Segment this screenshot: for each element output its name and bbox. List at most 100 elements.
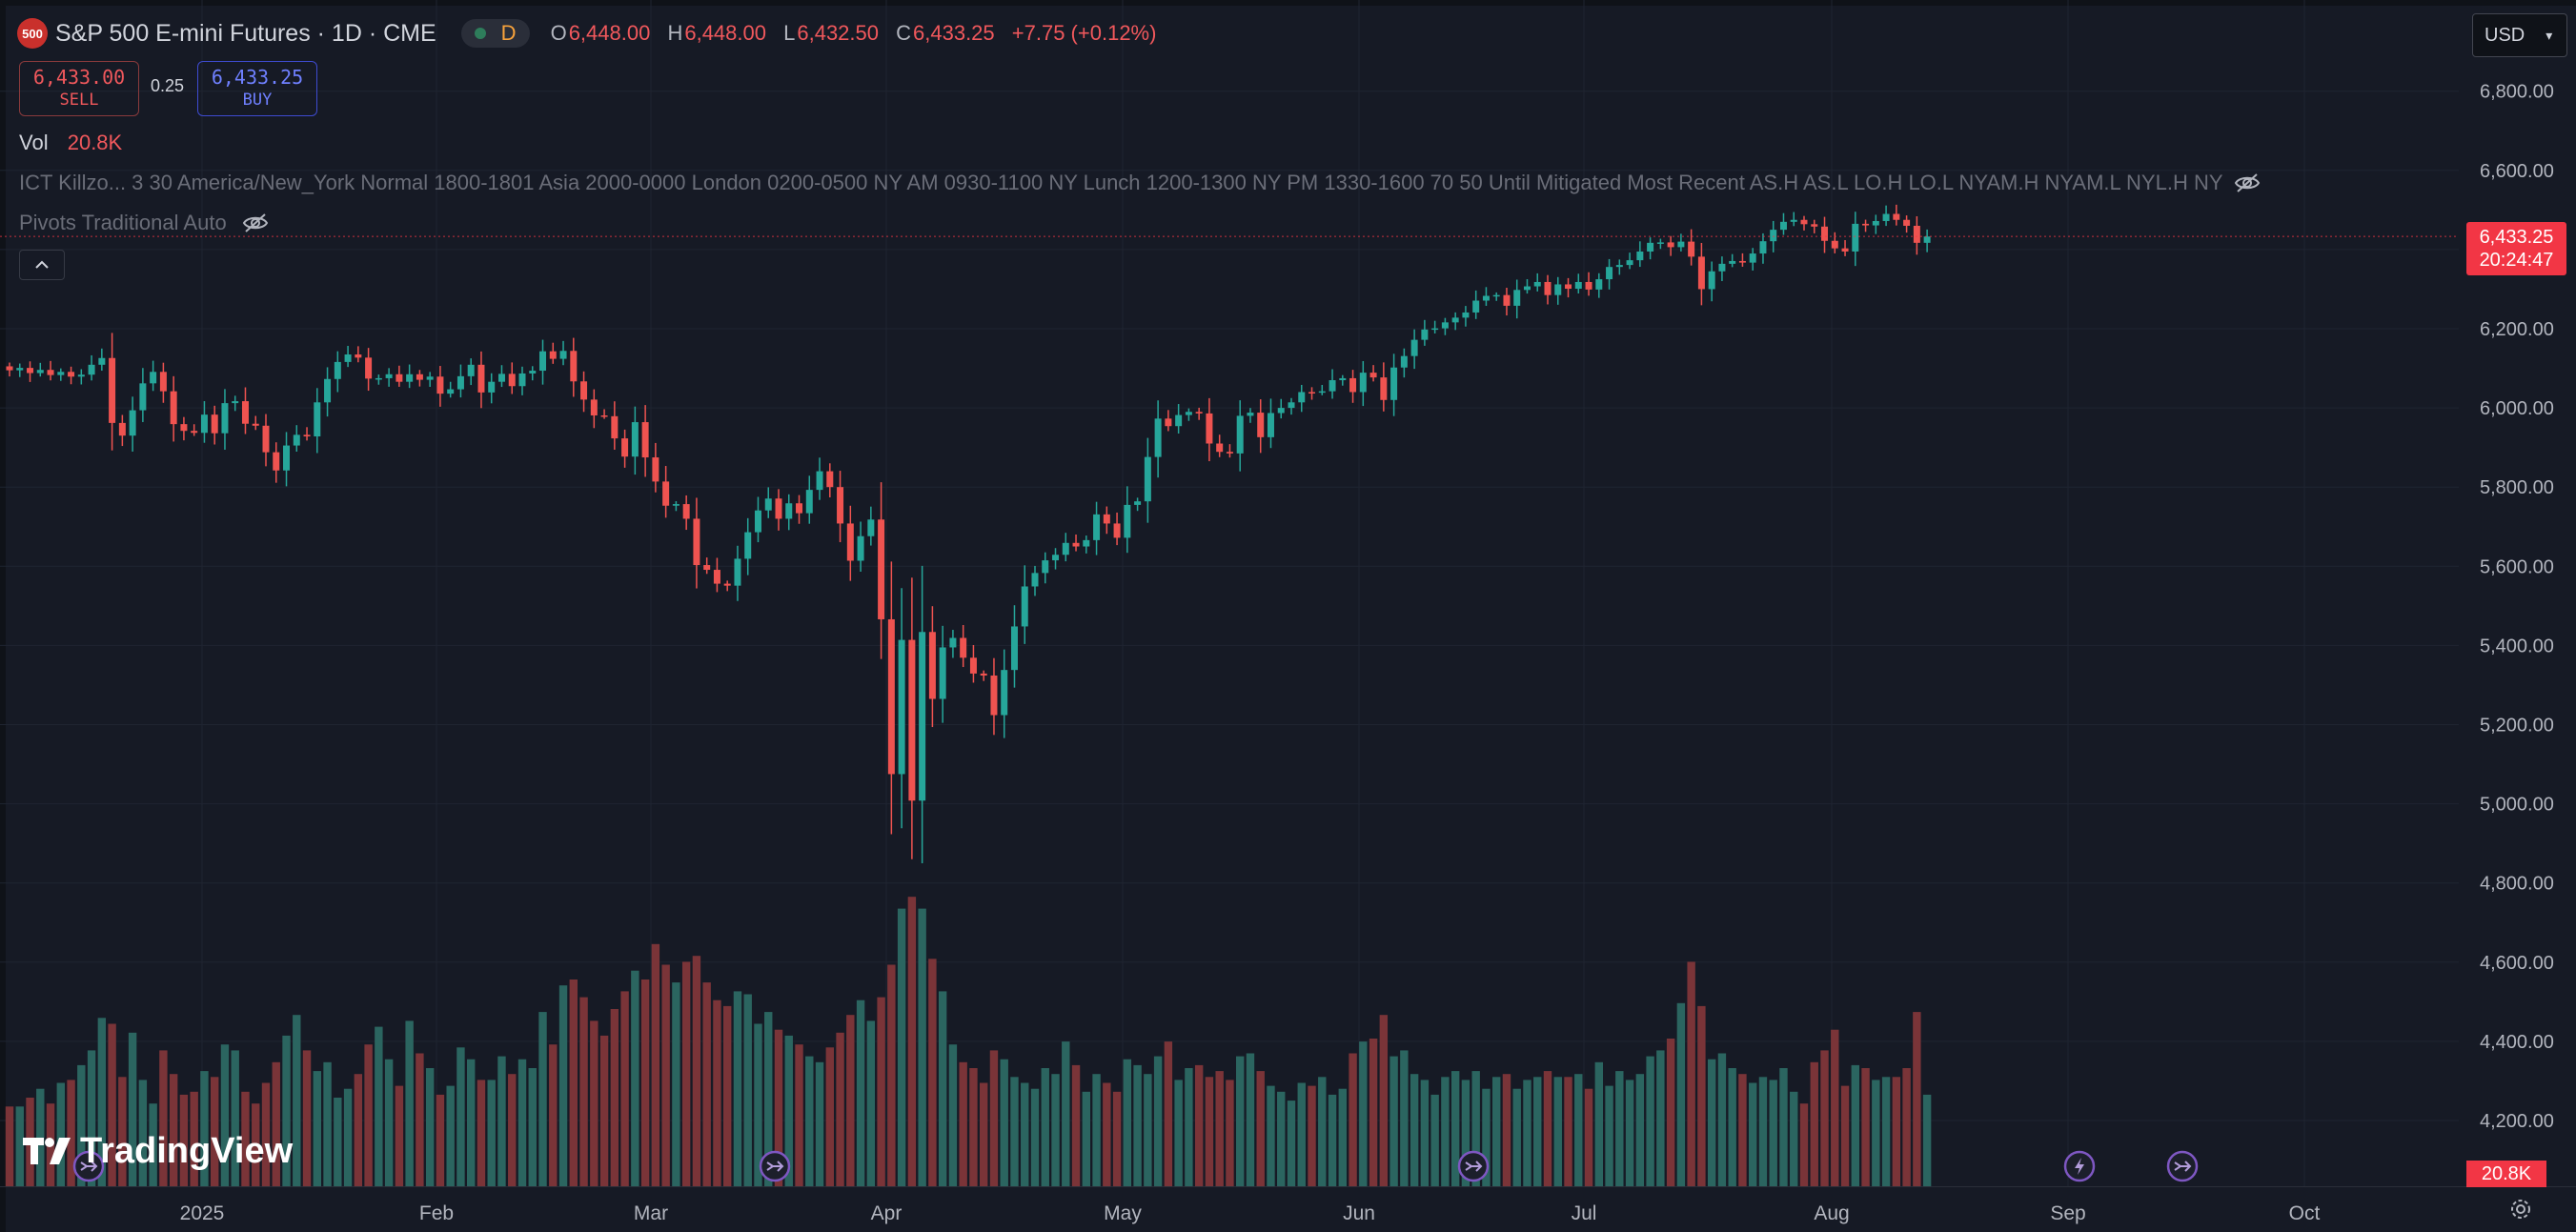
ict-killzones-indicator[interactable]: ICT Killzo... 3 30 America/New_York Norm… bbox=[19, 171, 2268, 195]
candle-body[interactable] bbox=[477, 364, 485, 393]
candle-body[interactable] bbox=[1595, 279, 1603, 290]
candle-body[interactable] bbox=[129, 410, 136, 436]
candle-body[interactable] bbox=[1206, 413, 1213, 444]
candle-body[interactable] bbox=[1257, 413, 1265, 437]
candle-body[interactable] bbox=[621, 438, 629, 457]
candle-body[interactable] bbox=[436, 376, 444, 394]
candle-body[interactable] bbox=[590, 399, 598, 415]
candle-body[interactable] bbox=[908, 639, 916, 801]
pivots-indicator[interactable]: Pivots Traditional Auto bbox=[19, 211, 269, 235]
candle-body[interactable] bbox=[1083, 539, 1090, 547]
candle-body[interactable] bbox=[241, 401, 249, 424]
candle-body[interactable] bbox=[775, 498, 782, 519]
candle-body[interactable] bbox=[1708, 271, 1715, 290]
candle-body[interactable] bbox=[805, 490, 813, 514]
candle-body[interactable] bbox=[467, 364, 475, 376]
candle-body[interactable] bbox=[375, 377, 382, 380]
candle-body[interactable] bbox=[1677, 241, 1685, 248]
event-arrow-icon[interactable] bbox=[1457, 1150, 1490, 1182]
candle-body[interactable] bbox=[1688, 241, 1695, 257]
candle-body[interactable] bbox=[785, 503, 793, 519]
candle-body[interactable] bbox=[559, 351, 567, 359]
candle-body[interactable] bbox=[1339, 377, 1347, 381]
candle-body[interactable] bbox=[365, 357, 373, 379]
candle-body[interactable] bbox=[1738, 260, 1746, 263]
sell-button[interactable]: 6,433.00 SELL bbox=[19, 61, 139, 116]
candle-body[interactable] bbox=[1615, 265, 1623, 268]
candle-body[interactable] bbox=[1523, 286, 1531, 291]
candle-body[interactable] bbox=[283, 445, 291, 471]
candle-body[interactable] bbox=[1893, 213, 1900, 220]
candle-body[interactable] bbox=[211, 414, 218, 434]
candle-body[interactable] bbox=[170, 391, 177, 425]
candle-body[interactable] bbox=[1882, 213, 1890, 221]
candle-body[interactable] bbox=[1718, 263, 1726, 272]
candle-body[interactable] bbox=[1236, 415, 1244, 454]
candle-body[interactable] bbox=[1636, 251, 1644, 261]
resolution-pill[interactable]: D bbox=[460, 19, 530, 48]
candle-body[interactable] bbox=[846, 523, 854, 561]
candle-body[interactable] bbox=[1359, 373, 1367, 393]
event-arrow-icon[interactable] bbox=[2166, 1150, 2199, 1182]
candle-body[interactable] bbox=[1913, 225, 1920, 243]
candle-body[interactable] bbox=[960, 637, 967, 658]
candle-body[interactable] bbox=[1841, 248, 1849, 252]
candle-body[interactable] bbox=[928, 632, 936, 699]
tradingview-logo[interactable]: TradingView bbox=[23, 1131, 293, 1172]
candle-body[interactable] bbox=[1903, 219, 1911, 226]
event-arrow-icon[interactable] bbox=[759, 1150, 791, 1182]
candle-body[interactable] bbox=[1923, 236, 1931, 243]
candle-body[interactable] bbox=[734, 558, 741, 586]
candle-body[interactable] bbox=[232, 401, 239, 404]
candle-body[interactable] bbox=[221, 403, 229, 434]
settings-icon[interactable] bbox=[2508, 1197, 2533, 1222]
candle-body[interactable] bbox=[118, 422, 126, 436]
candle-body[interactable] bbox=[1431, 328, 1439, 331]
candle-body[interactable] bbox=[1093, 514, 1101, 540]
candle-body[interactable] bbox=[355, 354, 362, 358]
candle-body[interactable] bbox=[1811, 224, 1818, 227]
candle-body[interactable] bbox=[1482, 295, 1490, 301]
candle-body[interactable] bbox=[611, 415, 619, 439]
candle-body[interactable] bbox=[600, 414, 608, 417]
candle-body[interactable] bbox=[1216, 443, 1224, 453]
candle-body[interactable] bbox=[1451, 317, 1459, 323]
candle-body[interactable] bbox=[191, 431, 198, 434]
eye-off-icon[interactable] bbox=[2234, 172, 2261, 193]
candle-body[interactable] bbox=[1267, 413, 1274, 437]
candle-body[interactable] bbox=[57, 372, 65, 375]
candle-body[interactable] bbox=[980, 673, 987, 676]
candle-body[interactable] bbox=[969, 657, 977, 674]
candle-body[interactable] bbox=[1042, 560, 1049, 574]
candle-body[interactable] bbox=[1821, 226, 1829, 241]
candle-body[interactable] bbox=[1001, 670, 1008, 716]
candle-body[interactable] bbox=[939, 647, 946, 699]
candle-body[interactable] bbox=[159, 372, 167, 392]
candle-body[interactable] bbox=[1729, 260, 1736, 264]
candle-body[interactable] bbox=[1195, 412, 1203, 414]
candle-body[interactable] bbox=[652, 457, 659, 482]
candle-body[interactable] bbox=[1165, 418, 1172, 427]
candle-body[interactable] bbox=[867, 519, 875, 536]
candle-body[interactable] bbox=[1533, 281, 1541, 287]
candle-body[interactable] bbox=[303, 434, 311, 437]
candle-body[interactable] bbox=[529, 371, 537, 374]
candle-body[interactable] bbox=[990, 675, 998, 716]
candle-body[interactable] bbox=[1779, 221, 1787, 231]
candle-body[interactable] bbox=[252, 423, 259, 426]
candle-body[interactable] bbox=[949, 637, 957, 648]
candle-body[interactable] bbox=[837, 487, 844, 524]
candle-body[interactable] bbox=[293, 434, 300, 446]
candle-body[interactable] bbox=[539, 351, 547, 372]
candle-body[interactable] bbox=[456, 375, 464, 390]
candle-body[interactable] bbox=[898, 639, 905, 775]
candle-body[interactable] bbox=[396, 374, 403, 382]
candle-body[interactable] bbox=[1647, 242, 1654, 252]
candle-body[interactable] bbox=[426, 376, 434, 380]
candle-body[interactable] bbox=[1759, 241, 1767, 254]
candle-body[interactable] bbox=[693, 518, 700, 566]
candle-body[interactable] bbox=[344, 354, 352, 362]
candle-body[interactable] bbox=[1113, 523, 1121, 538]
collapse-legend-button[interactable] bbox=[19, 250, 65, 280]
